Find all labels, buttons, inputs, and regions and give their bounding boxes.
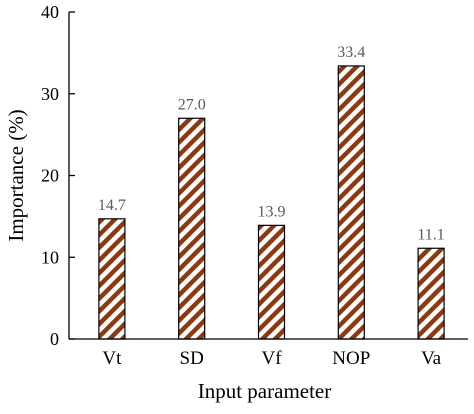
data-label-sd: 27.0: [178, 96, 206, 113]
data-labels-group: 14.7 27.0 13.9 33.4 11.1: [98, 44, 445, 243]
bars-group: [98, 65, 445, 340]
x-tick-label-vf: Vf: [261, 348, 282, 369]
data-label-vf: 13.9: [258, 203, 286, 220]
x-tick-label-vt: Vt: [102, 348, 122, 369]
y-axis-title: Importance (%): [4, 109, 28, 241]
bar-vt: [98, 218, 126, 340]
bar-nop: [337, 65, 365, 340]
y-ticks-group: 0 10 20 30 40: [41, 2, 75, 349]
data-label-vt: 14.7: [98, 197, 126, 214]
y-tick-label: 0: [50, 329, 59, 349]
bar-va: [417, 247, 445, 340]
y-tick-label: 40: [41, 2, 59, 22]
bar-vf: [257, 224, 286, 340]
bar-sd: [178, 117, 206, 340]
x-axis-title: Input parameter: [198, 379, 332, 403]
data-label-va: 11.1: [417, 226, 444, 243]
x-tick-label-nop: NOP: [332, 348, 370, 369]
x-labels-group: Vt SD Vf NOP Va: [102, 348, 441, 369]
y-tick-label: 10: [41, 247, 59, 267]
data-label-nop: 33.4: [337, 44, 365, 61]
x-tick-label-sd: SD: [180, 348, 204, 369]
x-tick-label-va: Va: [421, 348, 442, 369]
y-tick-label: 20: [41, 166, 59, 186]
y-tick-label: 30: [41, 84, 59, 104]
